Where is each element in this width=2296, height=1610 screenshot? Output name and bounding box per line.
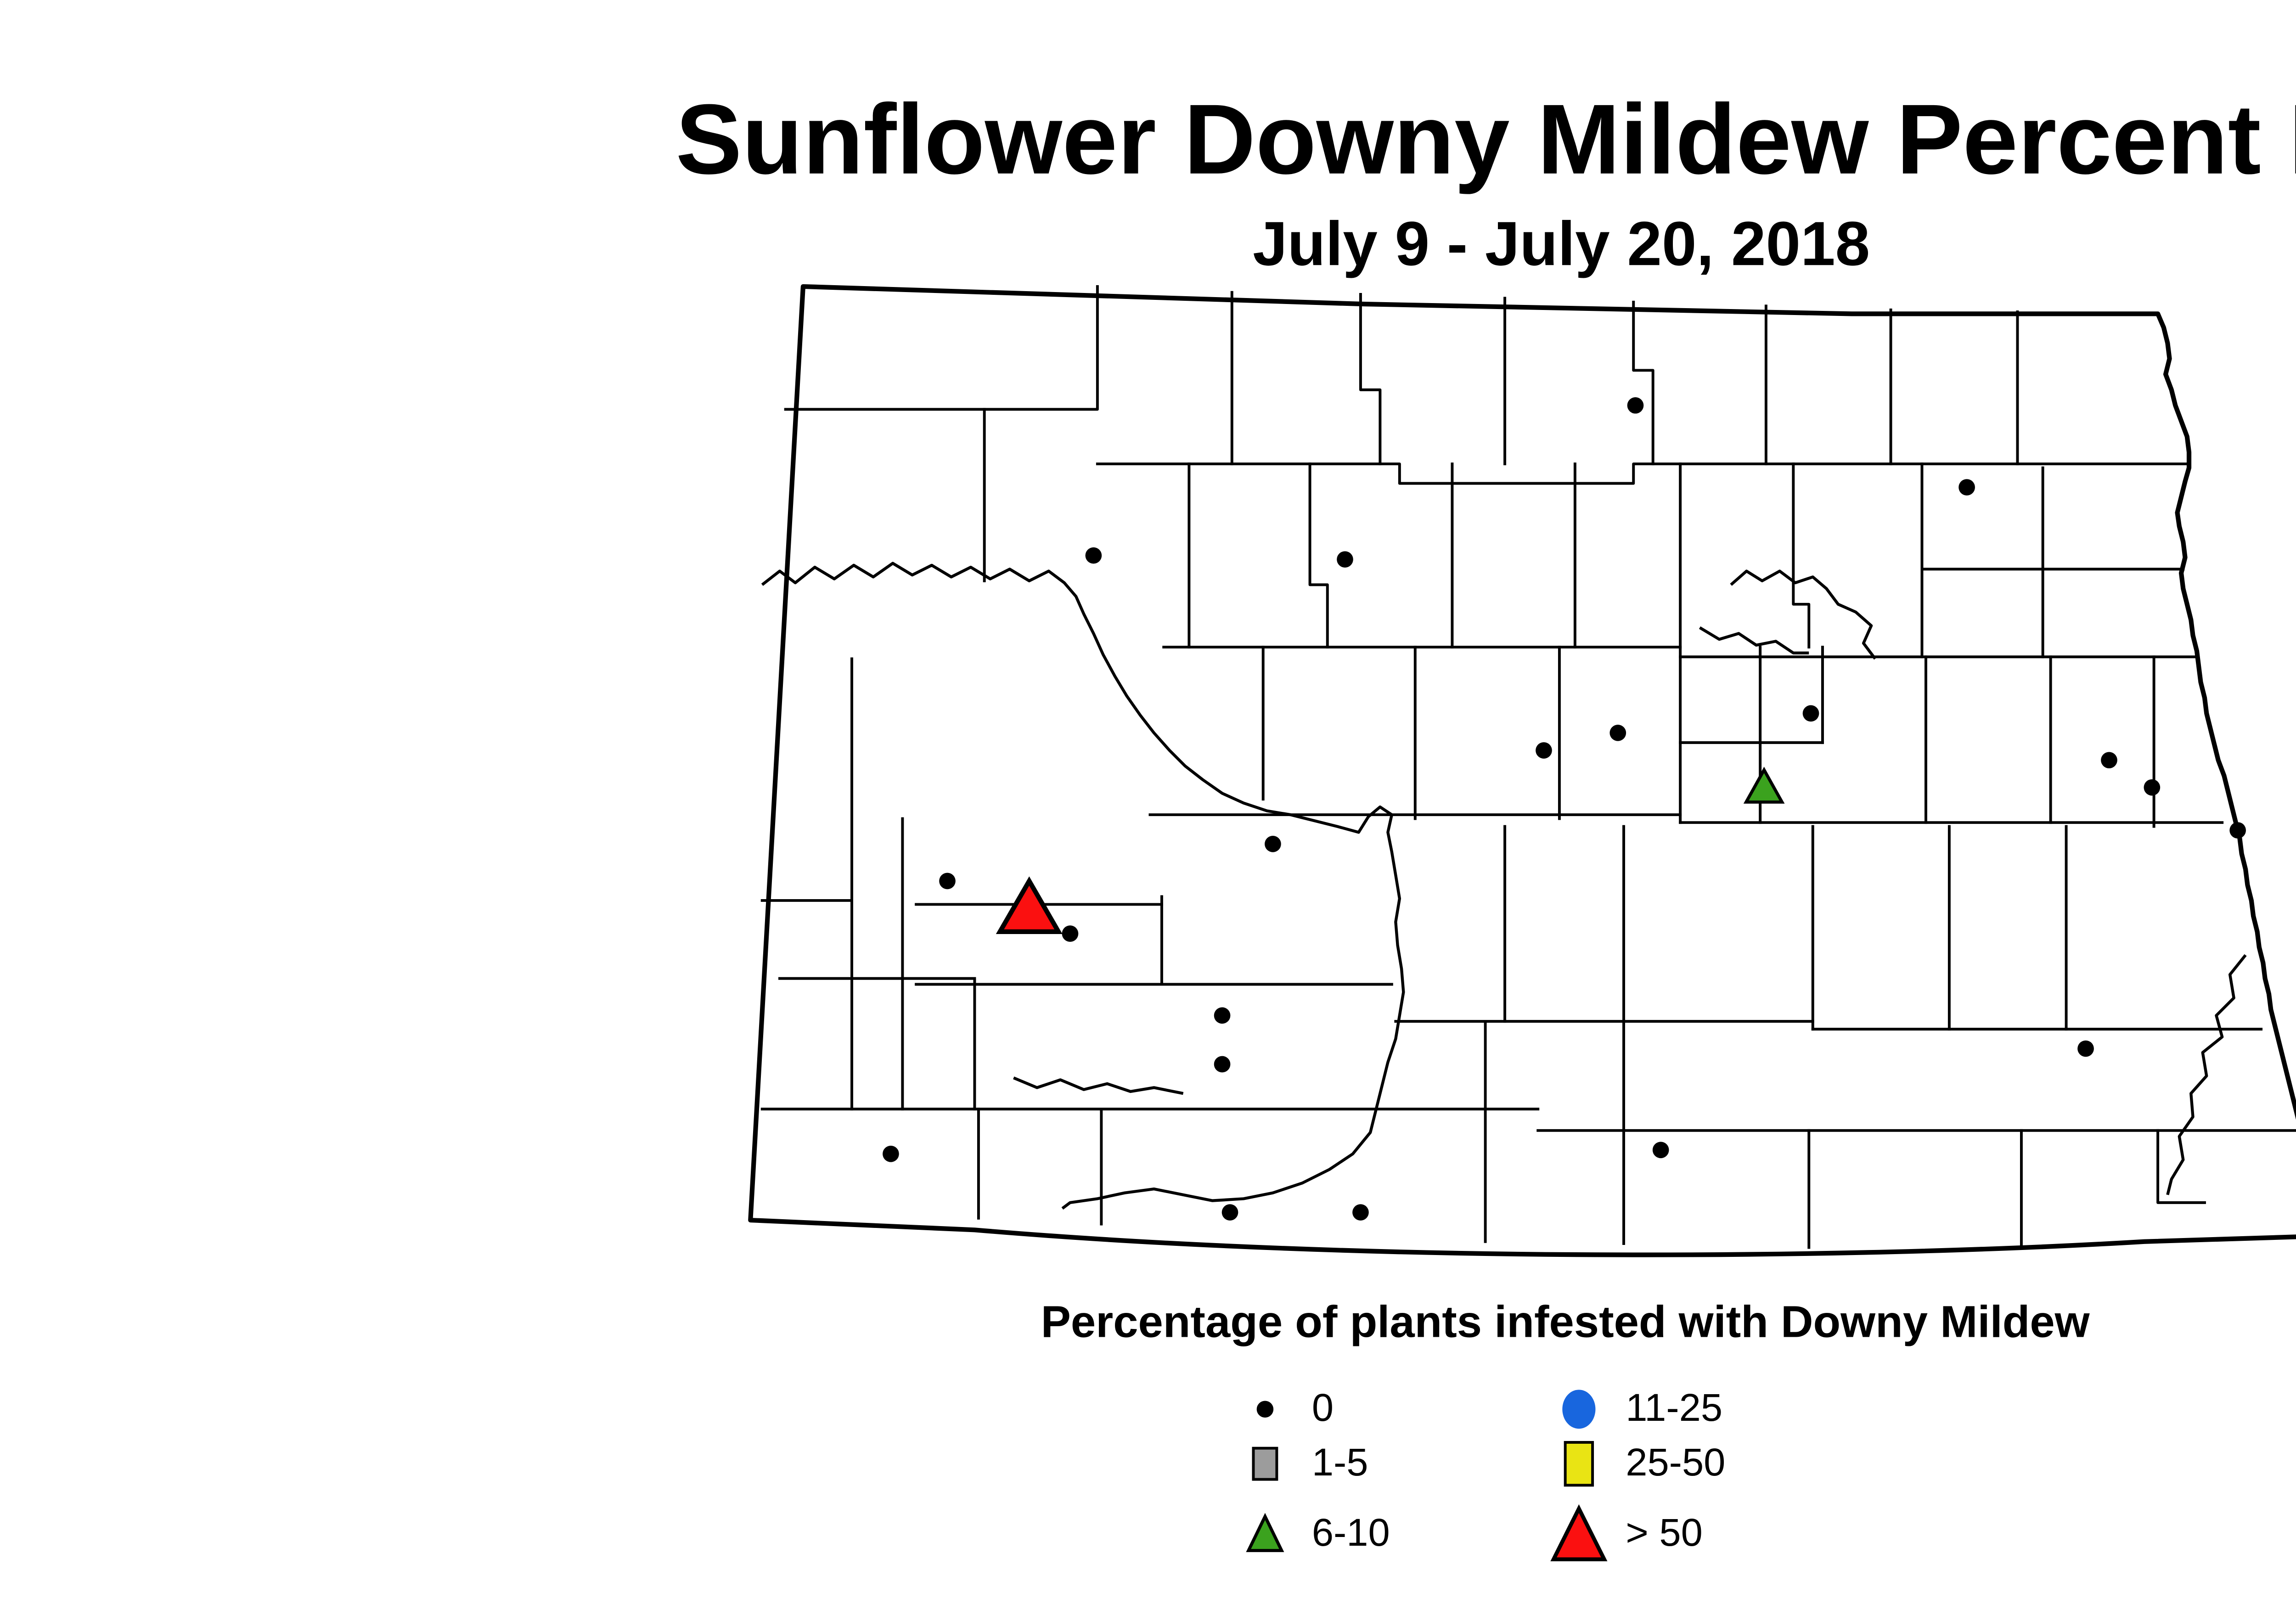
incidence-0-dot	[1085, 547, 1102, 564]
county-borders	[760, 285, 2296, 1249]
red-triangle-icon	[1550, 1504, 1608, 1561]
legend-item-0: 0	[1234, 1378, 1334, 1441]
legend-item-25-50: 25-50	[1548, 1433, 1725, 1495]
incidence-0-dot	[1214, 1056, 1231, 1073]
legend-item-label: 1-5	[1311, 1442, 1368, 1486]
black-dot-icon	[1256, 1401, 1274, 1418]
incidence-0-dot	[1627, 397, 1644, 414]
legend-item-1-5: 1-5	[1234, 1433, 1368, 1495]
incidence-0-dot	[1958, 479, 1975, 495]
incidence-0-dot	[1214, 1007, 1231, 1024]
page-title: Sunflower Downy Mildew Percent Incidence	[675, 84, 2296, 195]
page-subtitle: July 9 - July 20, 2018	[1253, 208, 1870, 279]
incidence-6-10-triangle	[1743, 766, 1785, 804]
incidence-0-dot	[2101, 752, 2117, 769]
incidence-0-dot	[1337, 551, 1353, 568]
legend-item-label: 6-10	[1311, 1512, 1390, 1556]
legend-item-label: > 50	[1626, 1512, 1703, 1556]
incidence-0-dot	[1652, 1142, 1669, 1159]
incidence-0-dot	[1062, 925, 1079, 942]
incidence-0-dot	[1802, 705, 1819, 722]
river-lines	[761, 562, 2247, 1210]
legend-item-label: 11-25	[1626, 1388, 1723, 1431]
legend-item-label: 0	[1311, 1388, 1334, 1431]
blue-circle-icon	[1562, 1390, 1596, 1429]
legend-item-gt50: > 50	[1548, 1503, 1703, 1565]
incidence-0-dot	[2229, 822, 2246, 839]
incidence-0-dot	[1352, 1204, 1369, 1221]
incidence-0-dot	[2077, 1040, 2094, 1057]
legend-title: Percentage of plants infested with Downy…	[1041, 1296, 2090, 1347]
incidence-0-dot	[2144, 779, 2161, 796]
legend-item-11-25: 11-25	[1548, 1378, 1722, 1441]
incidence-0-dot	[1536, 742, 1552, 759]
green-triangle-icon	[1246, 1513, 1284, 1552]
incidence-0-dot	[939, 873, 956, 889]
map-markers	[883, 397, 2246, 1221]
incidence-gt50-triangle	[996, 876, 1063, 934]
incidence-0-dot	[883, 1145, 899, 1162]
incidence-0-dot	[1265, 836, 1281, 852]
incidence-0-dot	[1609, 725, 1626, 741]
yellow-rect-icon	[1564, 1441, 1594, 1487]
gray-square-icon	[1252, 1447, 1278, 1481]
legend-item-label: 25-50	[1626, 1442, 1726, 1486]
incidence-0-dot	[1221, 1204, 1238, 1221]
legend-item-6-10: 6-10	[1234, 1503, 1390, 1565]
